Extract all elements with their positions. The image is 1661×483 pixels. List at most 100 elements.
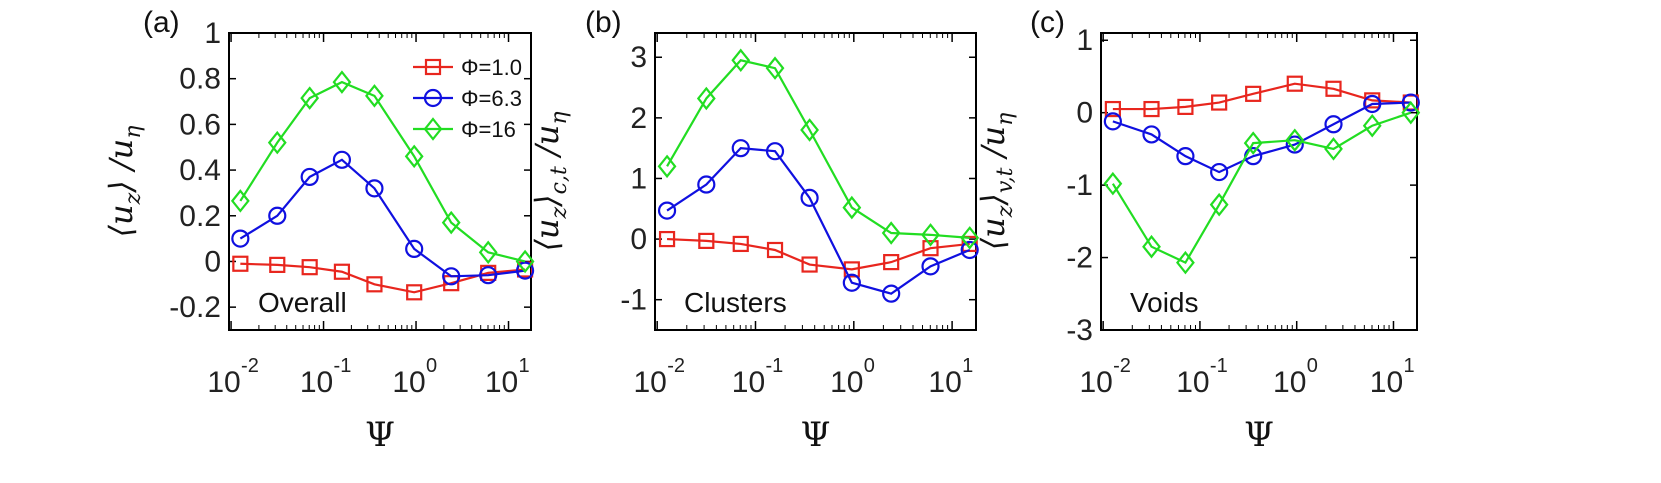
series-line [1112, 101, 1411, 174]
y-axis-label: ⟨uz⟩c,t /uη [528, 111, 572, 251]
series-line [667, 237, 970, 271]
y-tick-label: 1 [1076, 24, 1093, 57]
series-line [239, 80, 526, 263]
y-tick-label: 0.6 [179, 108, 221, 141]
data-point [698, 232, 715, 249]
data-point [1245, 85, 1262, 102]
y-label-post: / [528, 142, 566, 166]
x-axis-label: Ψ [1244, 415, 1274, 455]
legend-entry: Φ=16 [413, 117, 516, 142]
data-point [883, 254, 900, 271]
legend-entry: Φ=6.3 [413, 86, 522, 111]
x-tick-base: 10 [392, 366, 425, 399]
data-point [423, 88, 443, 108]
axes-frame [1100, 32, 1418, 331]
data-point [269, 256, 286, 273]
x-tick-base: 10 [634, 366, 667, 399]
y-label-densub: η [121, 126, 146, 139]
data-point [442, 267, 461, 286]
x-tick-base: 10 [1079, 366, 1112, 399]
data-point [406, 284, 423, 301]
data-point [658, 230, 676, 248]
data-point [842, 195, 862, 220]
x-axis-label: Ψ [365, 415, 395, 455]
data-point [1285, 135, 1304, 154]
data-point [1104, 100, 1121, 118]
data-point [732, 235, 749, 253]
series-line [666, 59, 970, 239]
data-point [696, 86, 716, 111]
data-point [515, 249, 535, 274]
x-tick-base: 10 [732, 366, 765, 399]
y-label-mid: ⟩ [528, 194, 566, 207]
data-point [1363, 94, 1382, 114]
data-point [333, 263, 351, 280]
data-point [1209, 192, 1229, 217]
data-point [882, 284, 901, 303]
x-tick-base: 10 [1273, 366, 1306, 399]
legend-entry: Φ=1.0 [413, 55, 522, 80]
y-label-post: / [974, 143, 1012, 167]
y-tick-label: 2 [630, 102, 647, 135]
x-tick-label: 10 -1 [1176, 355, 1227, 399]
y-tick-label: -3 [1066, 314, 1093, 347]
data-point [423, 117, 443, 141]
y-label-varsub: z [121, 192, 146, 205]
y-tick-label: -0.2 [169, 291, 221, 324]
y-label-var: u [974, 217, 1012, 238]
y-tick-label: -2 [1066, 242, 1093, 275]
data-point [921, 257, 940, 276]
series-line [1112, 82, 1411, 111]
y-label-pre: ⟨ [528, 239, 566, 252]
panel-label: (c) [1030, 6, 1065, 39]
x-tick-label: 10 -2 [207, 355, 258, 399]
y-label-den: u [974, 126, 1012, 147]
y-label-pre: ⟨ [974, 237, 1012, 250]
data-point [404, 144, 424, 169]
x-tick-exponent: -1 [334, 355, 352, 377]
data-point [230, 189, 250, 213]
x-tick-base: 10 [830, 366, 863, 399]
y-label-densub: η [993, 113, 1018, 126]
data-point [1401, 93, 1420, 112]
x-tick-label: 10 1 [485, 355, 530, 399]
y-tick-label: 1 [630, 162, 647, 195]
x-tick-exponent: -1 [765, 355, 783, 377]
series-line [666, 147, 971, 295]
data-point [478, 240, 498, 265]
legend-label: Φ=6.3 [461, 86, 522, 111]
axes-frame [654, 32, 977, 331]
x-tick-exponent: -2 [667, 355, 685, 377]
y-label-den: u [102, 139, 140, 160]
x-tick-exponent: 1 [519, 355, 530, 377]
data-point [365, 84, 384, 108]
data-point [300, 86, 320, 110]
panel-label: (b) [585, 6, 622, 39]
data-point [765, 142, 785, 161]
legend-label: Φ=16 [461, 117, 516, 142]
x-tick-label: 10 -1 [300, 355, 351, 399]
series-circle [657, 139, 979, 303]
series-line [239, 158, 526, 278]
region-label: Voids [1130, 287, 1199, 318]
series-line [1111, 111, 1412, 265]
x-tick-label: 10 -2 [634, 355, 685, 399]
data-point [1286, 75, 1303, 92]
data-point [1324, 137, 1343, 161]
x-tick-label: 10 0 [830, 355, 875, 399]
series-diamond [230, 70, 535, 274]
y-label-den: u [528, 125, 566, 146]
data-point [881, 221, 901, 245]
data-point [1177, 98, 1194, 115]
data-point [731, 139, 750, 158]
x-tick-exponent: -2 [1113, 355, 1131, 377]
data-point [1210, 162, 1229, 182]
data-point [301, 259, 318, 276]
x-tick-base: 10 [1370, 366, 1403, 399]
axes-frame [228, 32, 532, 331]
data-point [800, 118, 819, 142]
data-point [365, 179, 384, 198]
